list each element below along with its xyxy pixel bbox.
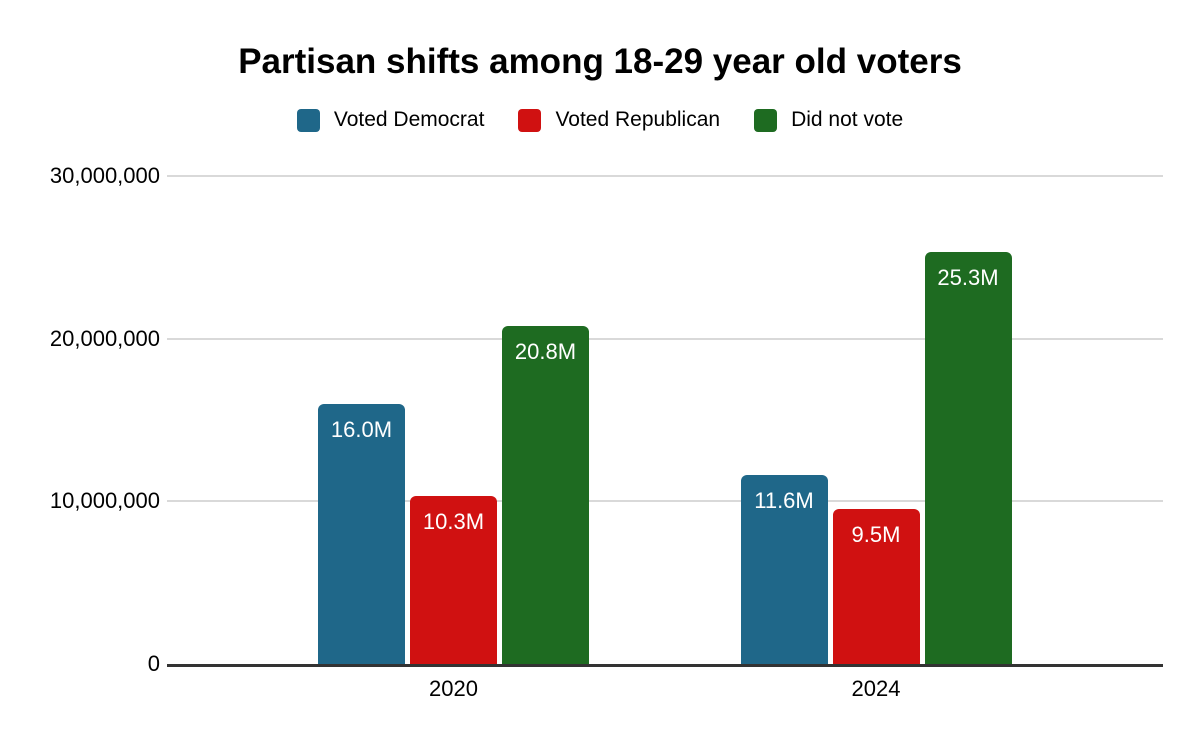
legend-label-did-not-vote: Did not vote — [791, 108, 904, 131]
legend-swatch-democrat-icon — [296, 108, 320, 132]
bar-value-label: 16.0M — [330, 416, 393, 442]
gridline — [167, 175, 1163, 177]
legend-label-voted-democrat: Voted Democrat — [333, 108, 485, 131]
bar-value-label: 25.3M — [937, 265, 999, 291]
bar-value-label: 9.5M — [851, 522, 901, 548]
legend-swatch-did-not-vote-icon — [754, 108, 778, 132]
x-axis-line — [167, 664, 1163, 667]
y-tick-label: 0 — [147, 651, 160, 676]
chart-title: Partisan shifts among 18-29 year old vot… — [238, 42, 962, 81]
bar: 11.6M — [740, 475, 828, 664]
y-tick-label: 20,000,000 — [49, 325, 160, 351]
bar: 25.3M — [924, 252, 1012, 664]
bar-value-label: 20.8M — [514, 338, 577, 364]
legend-item-voted-democrat: Voted Democrat — [296, 108, 485, 132]
y-tick-label: 10,000,000 — [49, 488, 160, 514]
legend-item-voted-republican: Voted Republican — [518, 108, 720, 132]
x-tick-label: 2024 — [851, 676, 901, 701]
gridline — [167, 337, 1163, 340]
bar: 20.8M — [502, 325, 589, 664]
gridline — [167, 500, 1163, 503]
x-tick-label: 2020 — [429, 676, 478, 701]
bar: 9.5M — [832, 509, 920, 664]
bar: 10.3M — [410, 496, 497, 664]
bar-value-label: 11.6M — [754, 488, 814, 514]
bar: 16.0M — [318, 403, 405, 664]
y-tick-label: 30,000,000 — [49, 163, 160, 188]
bar-value-label: 10.3M — [422, 509, 485, 535]
legend-label-voted-republican: Voted Republican — [555, 108, 721, 131]
legend-item-did-not-vote: Did not vote — [754, 108, 903, 132]
legend-swatch-republican-icon — [518, 108, 542, 132]
legend: Voted Democrat Voted Republican Did not … — [0, 108, 1200, 132]
